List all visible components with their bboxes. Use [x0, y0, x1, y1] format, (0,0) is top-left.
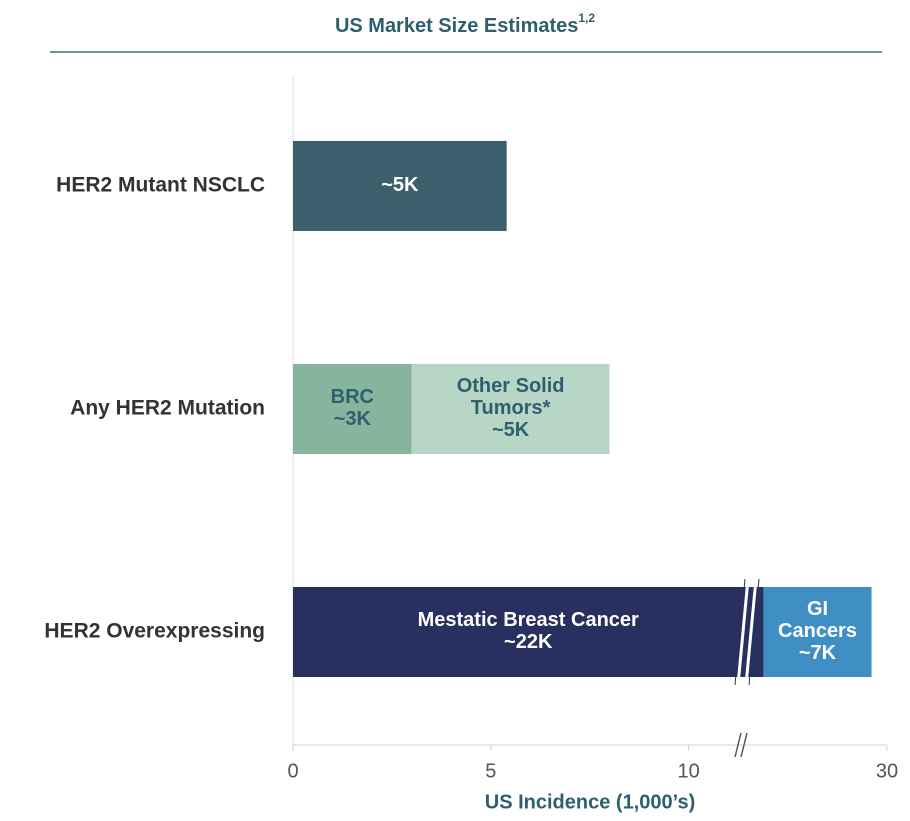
bar-break-mark — [736, 578, 750, 686]
value-label: Other Solid Tumors* ~5K — [457, 375, 565, 441]
value-label: Mestatic Breast Cancer ~22K — [418, 609, 639, 653]
bar-segment — [763, 587, 872, 677]
value-label-line: ~7K — [799, 642, 837, 664]
category-label: Any HER2 Mutation — [70, 397, 265, 420]
bar-segment — [293, 587, 764, 677]
bar-segment — [293, 141, 507, 231]
value-label: BRC ~3K — [331, 386, 374, 430]
chart-title: US Market Size Estimates — [335, 15, 578, 37]
axis-break-mark — [740, 732, 748, 758]
x-tick-label: 30 — [876, 760, 898, 782]
value-label-line: ~22K — [504, 631, 553, 653]
x-tick-label: 10 — [678, 760, 700, 782]
value-label: GI Cancers ~7K — [778, 598, 857, 664]
value-label-line: ~3K — [334, 408, 372, 430]
value-label-line: Cancers — [778, 620, 857, 642]
chart-title-group: US Market Size Estimates1,2 — [335, 11, 595, 37]
x-axis-label: US Incidence (1,000’s) — [485, 791, 695, 813]
bar-segment — [411, 364, 610, 454]
value-label-line: Other Solid — [457, 375, 565, 397]
bar-break-edge — [748, 578, 760, 686]
bar-break-mark — [744, 578, 758, 686]
bar-segment — [293, 364, 412, 454]
value-label-line: Mestatic Breast Cancer — [418, 609, 639, 631]
axis-break-mark — [734, 732, 742, 758]
value-label: ~5K — [381, 174, 419, 196]
value-label-line: GI — [807, 598, 828, 620]
x-tick-label: 5 — [485, 760, 496, 782]
title-superscript: 1,2 — [578, 11, 595, 25]
bar-break-edge — [734, 578, 746, 686]
value-label-line: BRC — [331, 386, 374, 408]
x-tick-label: 0 — [287, 760, 298, 782]
value-label-line: Tumors* — [471, 397, 551, 419]
value-label-line: ~5K — [492, 419, 530, 441]
category-label: HER2 Mutant NSCLC — [56, 174, 265, 197]
category-label: HER2 Overexpressing — [44, 620, 265, 643]
value-label-line: ~5K — [381, 174, 419, 196]
